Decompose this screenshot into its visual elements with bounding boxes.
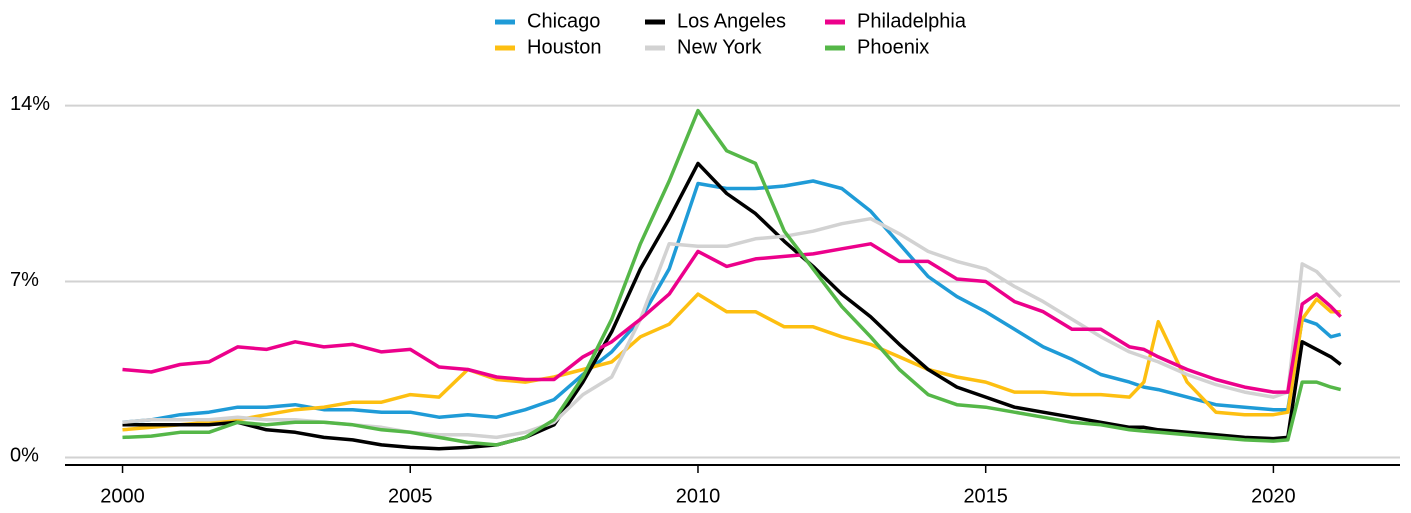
x-tick-label: 2000 (100, 485, 145, 507)
legend-label: Philadelphia (857, 10, 967, 32)
x-tick-label: 2020 (1251, 485, 1296, 507)
legend-label: Chicago (527, 10, 600, 32)
series-line (122, 292, 1341, 432)
legend-label: Los Angeles (677, 10, 786, 32)
series-line (122, 161, 1342, 451)
series-line (122, 242, 1342, 394)
y-tick-label: 0% (10, 445, 39, 467)
x-tick-label: 2005 (388, 485, 433, 507)
series-line (122, 108, 1342, 447)
legend-label: Houston (527, 36, 602, 58)
legend-label: New York (677, 36, 762, 58)
series-line (122, 179, 1342, 425)
y-tick-label: 7% (10, 269, 39, 291)
x-tick-label: 2010 (676, 485, 721, 507)
x-tick-label: 2015 (963, 485, 1008, 507)
y-tick-label: 14% (10, 93, 50, 115)
legend-label: Phoenix (857, 36, 929, 58)
